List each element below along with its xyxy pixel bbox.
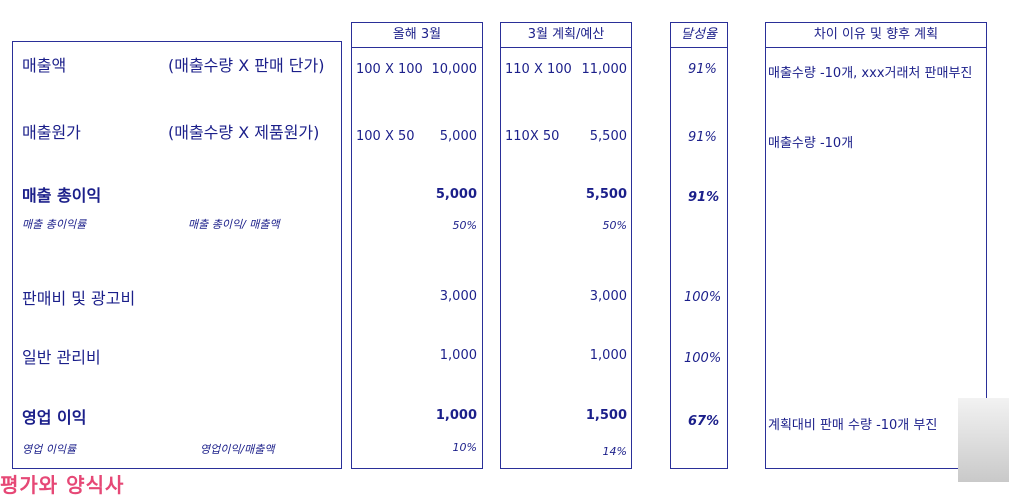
- sales-plan-qty: 110 X 100: [505, 62, 572, 77]
- gross-rate: 91%: [688, 190, 720, 205]
- op-rate-this-value: 10%: [452, 441, 477, 454]
- sales-this-value: 10,000: [431, 62, 478, 77]
- this-year-header: 올해 3월: [352, 23, 482, 48]
- gross-rate-plan-value: 50%: [602, 219, 627, 232]
- op-rate-formula: 영업이익/매출액: [200, 443, 275, 456]
- op-label: 영업 이익: [22, 408, 87, 427]
- gross-plan-value: 5,500: [585, 187, 627, 202]
- admin-plan-value: 1,000: [589, 348, 627, 363]
- op-plan-value: 1,500: [585, 408, 627, 423]
- plan-header: 3월 계획/예산: [501, 23, 631, 48]
- footer-cut-text: 평가와 양식사: [0, 473, 125, 497]
- op-rate: 67%: [688, 414, 720, 429]
- sales-this-qty: 100 X 100: [356, 62, 423, 77]
- op-reason: 계획대비 판매 수량 -10개 부진: [768, 418, 938, 433]
- cogs-rate: 91%: [688, 130, 717, 145]
- reason-column: 차이 이유 및 향후 계획: [765, 22, 987, 469]
- label-box: [12, 41, 342, 469]
- sales-plan-value: 11,000: [581, 62, 628, 77]
- gross-this-value: 5,000: [435, 187, 477, 202]
- cogs-plan-qty: 110X 50: [505, 129, 560, 144]
- cogs-formula: (매출수량 X 제품원가): [168, 123, 320, 142]
- admin-label: 일반 관리비: [22, 348, 101, 367]
- cogs-plan-value: 5,500: [589, 129, 627, 144]
- reason-header: 차이 이유 및 향후 계획: [766, 23, 986, 48]
- sales-formula: (매출수량 X 판매 단가): [168, 56, 325, 75]
- sales-rate: 91%: [688, 62, 717, 77]
- admin-this-value: 1,000: [439, 348, 477, 363]
- plan-column: 3월 계획/예산: [500, 22, 632, 469]
- admin-rate: 100%: [684, 351, 722, 366]
- sales-reason: 매출수량 -10개, xxx거래처 판매부진: [768, 66, 973, 81]
- cogs-reason: 매출수량 -10개: [768, 136, 854, 151]
- sales-label: 매출액: [22, 56, 67, 75]
- op-this-value: 1,000: [435, 408, 477, 423]
- cogs-this-qty: 100 X 50: [356, 129, 415, 144]
- sga-plan-value: 3,000: [589, 289, 627, 304]
- this-year-column: 올해 3월: [351, 22, 483, 469]
- sga-this-value: 3,000: [439, 289, 477, 304]
- sga-label: 판매비 및 광고비: [22, 289, 136, 308]
- op-rate-label: 영업 이익률: [22, 443, 77, 456]
- gross-label: 매출 총이익: [22, 186, 102, 205]
- rate-column: 달성율: [670, 22, 728, 469]
- rate-header: 달성율: [671, 23, 727, 48]
- gross-rate-formula: 매출 총이익/ 매출액: [188, 218, 280, 231]
- cogs-this-value: 5,000: [439, 129, 477, 144]
- sga-rate: 100%: [684, 290, 722, 305]
- gross-rate-label: 매출 총이익률: [22, 218, 87, 231]
- cogs-label: 매출원가: [22, 123, 81, 142]
- gross-rate-this-value: 50%: [452, 219, 477, 232]
- op-rate-plan-value: 14%: [602, 445, 627, 458]
- corner-shade: [958, 398, 1009, 482]
